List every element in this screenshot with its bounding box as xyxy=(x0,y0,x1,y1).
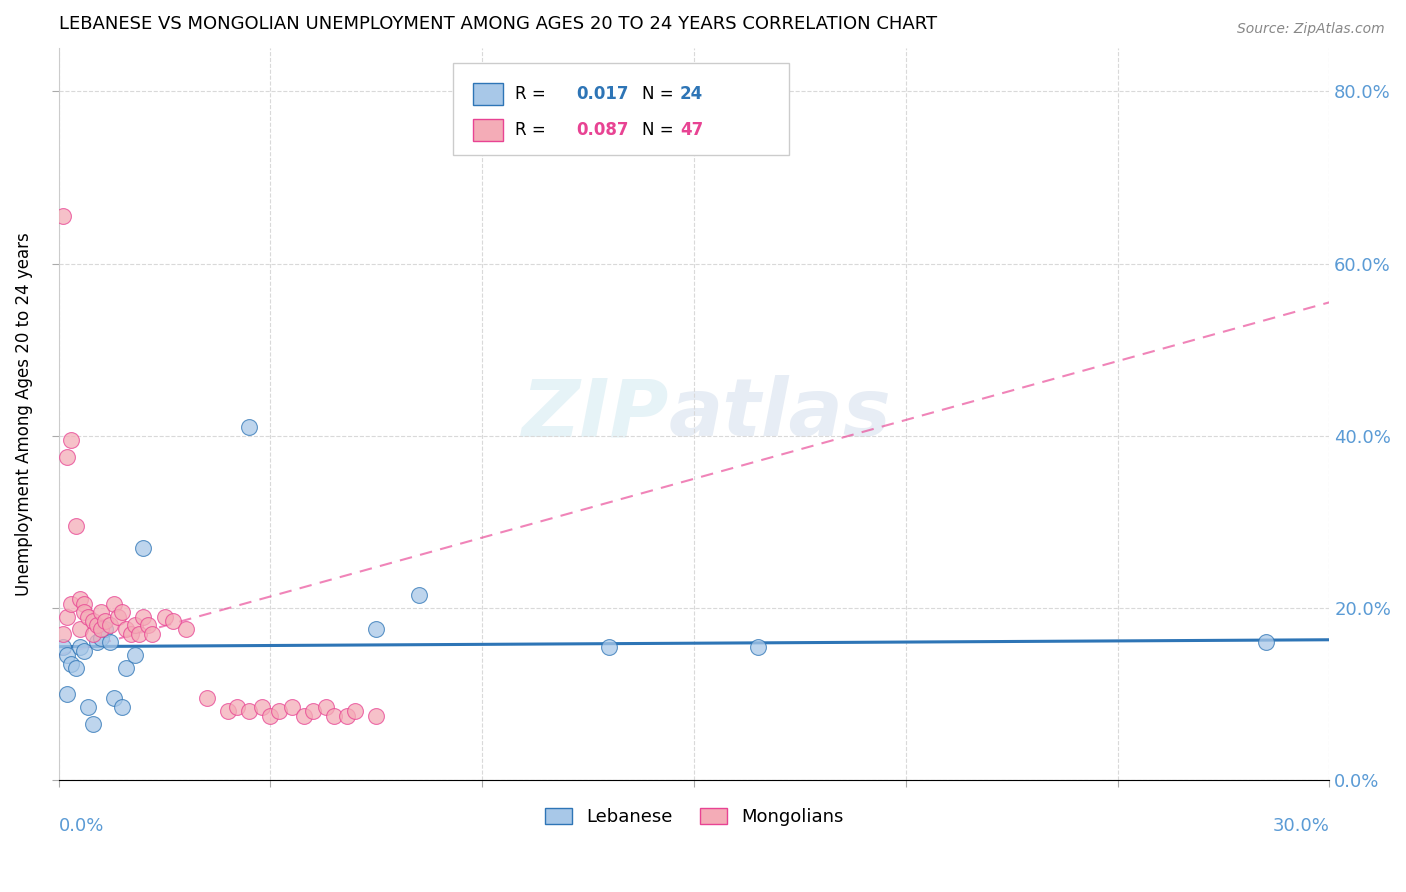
Lebanese xyxy=(115,661,138,675)
Mongolians xyxy=(267,704,290,718)
Lebanese xyxy=(69,640,91,654)
Mongolians xyxy=(115,623,138,637)
Lebanese xyxy=(1254,635,1277,649)
Mongolians xyxy=(259,708,281,723)
Text: N =: N = xyxy=(643,120,679,139)
Lebanese xyxy=(90,631,112,645)
Lebanese xyxy=(408,588,430,602)
Lebanese xyxy=(124,648,146,663)
Mongolians xyxy=(52,626,75,640)
Lebanese xyxy=(747,640,769,654)
Lebanese xyxy=(111,699,134,714)
Legend: Lebanese, Mongolians: Lebanese, Mongolians xyxy=(537,800,851,833)
Mongolians xyxy=(120,626,142,640)
Lebanese xyxy=(77,699,100,714)
Mongolians xyxy=(90,605,112,619)
Lebanese xyxy=(82,717,104,731)
Text: atlas: atlas xyxy=(669,376,891,453)
Mongolians xyxy=(162,614,184,628)
Mongolians xyxy=(60,597,83,611)
Mongolians xyxy=(73,597,96,611)
Text: R =: R = xyxy=(515,85,551,103)
Lebanese xyxy=(56,687,79,701)
Mongolians xyxy=(107,609,129,624)
Mongolians xyxy=(292,708,315,723)
Mongolians xyxy=(315,699,337,714)
Mongolians xyxy=(94,614,117,628)
Lebanese xyxy=(132,541,155,555)
Mongolians xyxy=(69,623,91,637)
Mongolians xyxy=(111,605,134,619)
Mongolians xyxy=(60,433,83,447)
Lebanese xyxy=(103,691,125,706)
Mongolians xyxy=(366,708,388,723)
Y-axis label: Unemployment Among Ages 20 to 24 years: Unemployment Among Ages 20 to 24 years xyxy=(15,233,32,596)
Lebanese xyxy=(238,420,260,434)
Lebanese xyxy=(98,635,121,649)
Mongolians xyxy=(344,704,367,718)
Mongolians xyxy=(153,609,176,624)
Text: 30.0%: 30.0% xyxy=(1272,817,1329,835)
Mongolians xyxy=(86,618,108,632)
Mongolians xyxy=(52,209,75,223)
Lebanese xyxy=(56,648,79,663)
Text: 47: 47 xyxy=(681,120,703,139)
Lebanese xyxy=(366,623,388,637)
Mongolians xyxy=(238,704,260,718)
Text: R =: R = xyxy=(515,120,551,139)
Mongolians xyxy=(132,609,155,624)
Mongolians xyxy=(280,699,302,714)
Lebanese xyxy=(52,640,75,654)
Mongolians xyxy=(174,623,197,637)
Text: ZIP: ZIP xyxy=(522,376,669,453)
Mongolians xyxy=(195,691,218,706)
Mongolians xyxy=(69,592,91,607)
FancyBboxPatch shape xyxy=(453,63,789,154)
Lebanese xyxy=(86,635,108,649)
Mongolians xyxy=(136,618,159,632)
Lebanese xyxy=(598,640,620,654)
Mongolians xyxy=(301,704,323,718)
Mongolians xyxy=(336,708,359,723)
Mongolians xyxy=(56,450,79,465)
Mongolians xyxy=(103,597,125,611)
FancyBboxPatch shape xyxy=(472,83,503,104)
Mongolians xyxy=(225,699,247,714)
Lebanese xyxy=(60,657,83,671)
FancyBboxPatch shape xyxy=(472,119,503,141)
Mongolians xyxy=(73,605,96,619)
Mongolians xyxy=(250,699,273,714)
Mongolians xyxy=(90,623,112,637)
Lebanese xyxy=(94,623,117,637)
Mongolians xyxy=(217,704,239,718)
Text: N =: N = xyxy=(643,85,679,103)
Mongolians xyxy=(141,626,163,640)
Mongolians xyxy=(323,708,346,723)
Mongolians xyxy=(98,618,121,632)
Text: 0.017: 0.017 xyxy=(576,85,628,103)
Mongolians xyxy=(82,614,104,628)
Mongolians xyxy=(124,618,146,632)
Lebanese xyxy=(65,661,87,675)
Mongolians xyxy=(56,609,79,624)
Lebanese xyxy=(73,644,96,658)
Mongolians xyxy=(82,626,104,640)
Mongolians xyxy=(128,626,150,640)
Text: 0.0%: 0.0% xyxy=(59,817,104,835)
Mongolians xyxy=(65,519,87,533)
Text: LEBANESE VS MONGOLIAN UNEMPLOYMENT AMONG AGES 20 TO 24 YEARS CORRELATION CHART: LEBANESE VS MONGOLIAN UNEMPLOYMENT AMONG… xyxy=(59,15,936,33)
Mongolians xyxy=(77,609,100,624)
Text: Source: ZipAtlas.com: Source: ZipAtlas.com xyxy=(1237,22,1385,37)
Text: 0.087: 0.087 xyxy=(576,120,628,139)
Text: 24: 24 xyxy=(681,85,703,103)
